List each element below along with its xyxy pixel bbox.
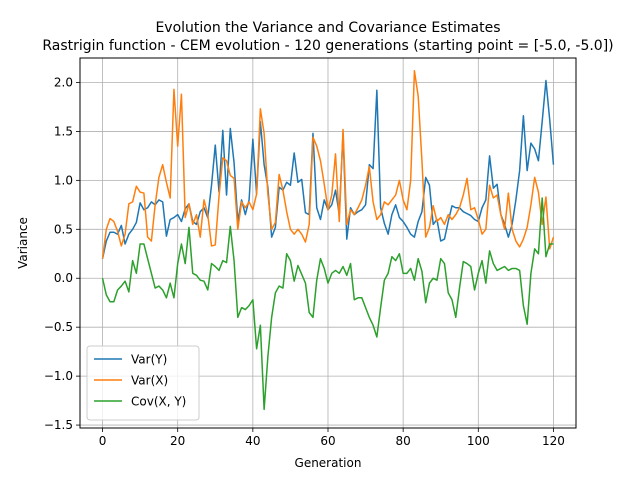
series-line-var-x [101, 69, 555, 259]
x-tick-label: 120 [542, 434, 565, 448]
y-tick-label: 1.5 [54, 124, 73, 138]
x-tick-label: 80 [396, 434, 411, 448]
y-tick-label: −1.5 [44, 418, 73, 432]
y-tick-label: 2.0 [54, 75, 73, 89]
x-tick-label: 40 [245, 434, 260, 448]
x-axis-ticks: 0 20 40 60 80 100 120 [99, 428, 565, 448]
legend-label: Var(Y) [131, 353, 167, 367]
x-tick-label: 0 [99, 434, 107, 448]
y-tick-label: 0.5 [54, 222, 73, 236]
series-layer [101, 69, 555, 411]
x-tick-label: 100 [467, 434, 490, 448]
x-axis-label: Generation [295, 456, 362, 470]
chart-subtitle: Rastrigin function - CEM evolution - 120… [42, 38, 613, 54]
legend: Var(Y) Var(X) Cov(X, Y) [86, 345, 200, 421]
legend-label: Cov(X, Y) [131, 395, 186, 409]
y-tick-label: −1.0 [44, 369, 73, 383]
y-tick-label: −0.5 [44, 320, 73, 334]
y-tick-label: 1.0 [54, 173, 73, 187]
y-axis-label: Variance [16, 217, 30, 269]
x-tick-label: 60 [320, 434, 335, 448]
chart-title: Evolution the Variance and Covariance Es… [155, 20, 500, 36]
y-axis-ticks: −1.5 −1.0 −0.5 0.0 0.5 1.0 1.5 2.0 [44, 75, 80, 432]
series-line-cov-x-y [101, 197, 554, 411]
x-tick-label: 20 [170, 434, 185, 448]
legend-label: Var(X) [131, 374, 168, 388]
y-tick-label: 0.0 [54, 271, 73, 285]
